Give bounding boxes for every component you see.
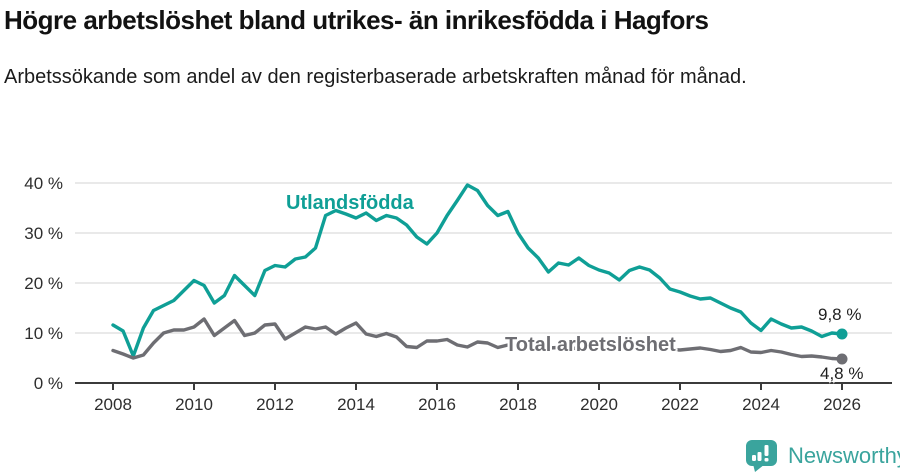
x-axis-tick-label: 2014 bbox=[337, 395, 375, 414]
y-axis-tick-label: 20 % bbox=[24, 274, 63, 293]
end-value-label-utlandsfodda: 9,8 % bbox=[818, 305, 862, 324]
series-label-total-arbetsloshet: Total arbetslöshet bbox=[505, 334, 676, 356]
x-axis-tick-label: 2016 bbox=[418, 395, 456, 414]
x-axis-tick-label: 2024 bbox=[742, 395, 780, 414]
series-end-dot bbox=[836, 353, 848, 365]
x-axis-tick-label: 2010 bbox=[175, 395, 213, 414]
x-axis-tick-label: 2018 bbox=[499, 395, 537, 414]
y-axis-tick-label: 10 % bbox=[24, 324, 63, 343]
y-axis-tick-label: 30 % bbox=[24, 224, 63, 243]
series-line-total-arbetsl-shet bbox=[111, 317, 844, 361]
x-axis-tick-label: 2012 bbox=[256, 395, 294, 414]
x-axis-tick-label: 2020 bbox=[580, 395, 618, 414]
x-axis-tick-label: 2008 bbox=[94, 395, 132, 414]
brand-name: Newsworthy bbox=[788, 443, 900, 468]
y-axis-tick-label: 40 % bbox=[24, 174, 63, 193]
series-line-utlandsf-dda bbox=[111, 183, 844, 358]
x-axis-tick-label: 2026 bbox=[823, 395, 861, 414]
series-label-utlandsfodda: Utlandsfödda bbox=[286, 192, 414, 214]
series-end-dot bbox=[836, 328, 848, 340]
brand-footer: Newsworthy bbox=[745, 439, 900, 473]
x-axis-tick-label: 2022 bbox=[661, 395, 699, 414]
chart-subtitle: Arbetssökande som andel av den registerb… bbox=[4, 66, 747, 88]
end-value-label-total: 4,8 % bbox=[820, 364, 864, 383]
newsworthy-logo-icon bbox=[746, 440, 777, 472]
y-axis-tick-label: 0 % bbox=[34, 374, 63, 393]
chart-title: Högre arbetslöshet bland utrikes- än inr… bbox=[4, 5, 709, 35]
